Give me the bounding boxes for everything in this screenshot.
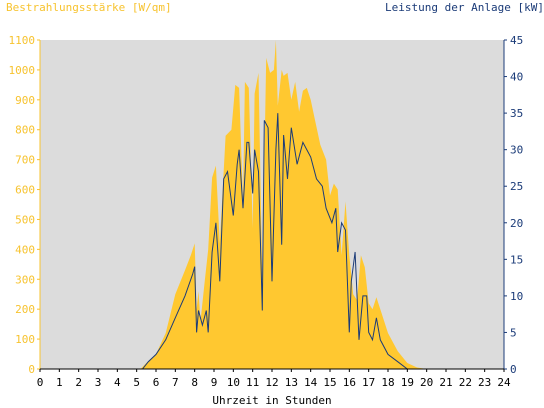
left-tick-label: 200 (15, 303, 35, 316)
left-tick-label: 300 (15, 273, 35, 286)
x-tick-label: 8 (191, 376, 198, 389)
right-tick-label: 15 (510, 253, 523, 266)
x-tick-label: 10 (227, 376, 240, 389)
x-tick-label: 18 (381, 376, 394, 389)
right-axis-title: Leistung der Anlage [kW] (385, 1, 544, 14)
x-tick-label: 1 (56, 376, 63, 389)
x-tick-label: 15 (323, 376, 336, 389)
x-tick-label: 7 (172, 376, 179, 389)
right-tick-label: 40 (510, 71, 523, 84)
right-tick-label: 25 (510, 180, 523, 193)
right-tick-label: 35 (510, 107, 523, 120)
x-tick-label: 16 (343, 376, 356, 389)
left-tick-label: 800 (15, 124, 35, 137)
left-tick-label: 400 (15, 243, 35, 256)
x-tick-label: 2 (75, 376, 82, 389)
right-axis-ticks: 0 5 10 15 20 25 30 35 40 45 (504, 34, 523, 376)
right-tick-label: 30 (510, 144, 523, 157)
x-tick-label: 17 (362, 376, 375, 389)
right-tick-label: 5 (510, 326, 517, 339)
x-tick-label: 14 (304, 376, 318, 389)
x-tick-label: 22 (459, 376, 472, 389)
irradiance-area (40, 40, 504, 369)
right-tick-label: 10 (510, 290, 523, 303)
left-axis-ticks: 0 100 200 300 400 500 600 700 800 900 1000 1100 (9, 34, 40, 376)
left-tick-label: 1100 (9, 34, 36, 47)
x-tick-label: 4 (114, 376, 121, 389)
x-tick-label: 20 (420, 376, 433, 389)
x-tick-label: 9 (211, 376, 218, 389)
power-line (40, 113, 504, 370)
left-tick-label: 900 (15, 94, 35, 107)
left-tick-label: 1000 (9, 64, 36, 77)
left-tick-label: 0 (28, 363, 35, 376)
right-tick-label: 45 (510, 34, 523, 47)
x-tick-label: 6 (153, 376, 160, 389)
x-tick-label: 13 (285, 376, 298, 389)
x-tick-label: 23 (478, 376, 491, 389)
left-axis-title: Bestrahlungsstärke [W/qm] (6, 1, 172, 14)
left-tick-label: 600 (15, 184, 35, 197)
x-tick-label: 5 (133, 376, 140, 389)
left-tick-label: 100 (15, 333, 35, 346)
x-tick-label: 3 (95, 376, 102, 389)
x-axis-ticks: 0 1 2 3 4 5 6 7 8 9 10 11 12 13 14 15 16 17 18 19 20 21 22 23 24 (37, 369, 511, 389)
left-tick-label: 500 (15, 213, 35, 226)
x-tick-label: 19 (401, 376, 414, 389)
left-tick-label: 700 (15, 154, 35, 167)
x-tick-label: 12 (265, 376, 278, 389)
x-tick-label: 11 (246, 376, 259, 389)
x-axis-title: Uhrzeit in Stunden (212, 394, 332, 407)
x-tick-label: 0 (37, 376, 44, 389)
right-tick-label: 0 (510, 363, 517, 376)
x-tick-label: 24 (497, 376, 511, 389)
right-tick-label: 20 (510, 217, 523, 230)
x-tick-label: 21 (439, 376, 452, 389)
